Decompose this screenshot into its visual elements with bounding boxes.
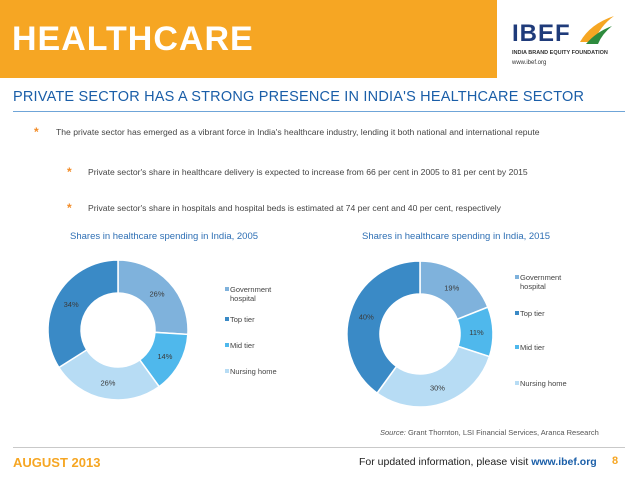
- slice-label-nursing-home: 30%: [430, 384, 445, 393]
- slice-label-top-tier: 34%: [64, 300, 79, 309]
- page-number: 8: [612, 455, 619, 467]
- source-label: Source:: [380, 428, 406, 437]
- slice-label-government-hospital: 19%: [444, 283, 459, 292]
- slice-label-nursing-home: 26%: [100, 379, 115, 388]
- source-note: Source: Grant Thornton, LSI Financial Se…: [380, 428, 599, 437]
- page-title: HEALTHCARE: [12, 20, 254, 58]
- legend-label-government-hospital: Government hospital: [520, 273, 562, 291]
- donut-chart-2005: 26% 14% 26% 34% Government hospital Top tier Mi…: [47, 259, 277, 401]
- donut-chart-2015: 19% 11% 30% 40% Government hospital Top tier Mi…: [346, 260, 567, 408]
- footer-info-text: For updated information, please visit: [359, 456, 529, 468]
- slice-top-tier: [47, 259, 119, 369]
- slice-government-hospital: [117, 259, 189, 336]
- legend-swatch-government-hospital: [515, 275, 519, 279]
- slice-nursing-home: [57, 348, 161, 401]
- bird-icon: [580, 16, 614, 44]
- slice-label-mid-tier: 14%: [157, 352, 172, 361]
- legend-label-top-tier: Top tier: [230, 315, 255, 324]
- legend-swatch-top-tier: [225, 317, 229, 321]
- ibef-logo[interactable]: IBEF INDIA BRAND EQUITY FOUNDATION www.i…: [506, 10, 630, 70]
- slice-label-top-tier: 40%: [359, 313, 374, 322]
- legend-label-top-tier: Top tier: [520, 309, 545, 318]
- logo-subtitle: INDIA BRAND EQUITY FOUNDATION: [512, 50, 608, 56]
- slice-top-tier: [346, 260, 421, 395]
- footer-date: AUGUST 2013: [13, 455, 101, 470]
- legend-swatch-top-tier: [515, 311, 519, 315]
- bullet-text-2: Private sector's share in healthcare del…: [88, 167, 528, 177]
- logo-text: IBEF: [512, 20, 571, 47]
- bullet-text-3: Private sector's share in hospitals and …: [88, 203, 501, 213]
- footer-info: For updated information, please visit ww…: [359, 456, 597, 468]
- chart-title-2015: Shares in healthcare spending in India, …: [362, 231, 551, 242]
- legend-label-mid-tier: Mid tier: [230, 341, 255, 350]
- legend-swatch-mid-tier: [225, 343, 229, 347]
- bullet-star-icon: *: [67, 201, 72, 215]
- legend-label-mid-tier: Mid tier: [520, 343, 545, 352]
- header-bar: HEALTHCARE: [0, 0, 497, 78]
- legend-label-nursing-home: Nursing home: [230, 367, 277, 376]
- legend-swatch-nursing-home: [515, 381, 519, 385]
- slide-subtitle: PRIVATE SECTOR HAS A STRONG PRESENCE IN …: [13, 89, 585, 105]
- footer-divider: [13, 447, 625, 448]
- bullet-text-1: The private sector has emerged as a vibr…: [56, 127, 540, 137]
- logo-url: www.ibef.org: [512, 60, 547, 66]
- legend-label-government-hospital: Government hospital: [230, 285, 272, 303]
- slice-label-government-hospital: 26%: [149, 289, 164, 298]
- slice-nursing-home: [376, 345, 491, 408]
- subtitle-divider: [13, 111, 625, 112]
- legend-swatch-government-hospital: [225, 287, 229, 291]
- footer-url-link[interactable]: www.ibef.org: [531, 456, 597, 468]
- legend-swatch-nursing-home: [225, 369, 229, 373]
- legend-label-nursing-home: Nursing home: [520, 379, 567, 388]
- chart-title-2005: Shares in healthcare spending in India, …: [70, 231, 259, 242]
- slice-label-mid-tier: 11%: [469, 328, 484, 337]
- bullet-star-icon: *: [34, 125, 39, 139]
- source-text: Grant Thornton, LSI Financial Services, …: [407, 428, 599, 437]
- legend-swatch-mid-tier: [515, 345, 519, 349]
- header: HEALTHCARE IBEF INDIA BRAND EQUITY FOUND…: [0, 0, 638, 78]
- bullet-star-icon: *: [67, 165, 72, 179]
